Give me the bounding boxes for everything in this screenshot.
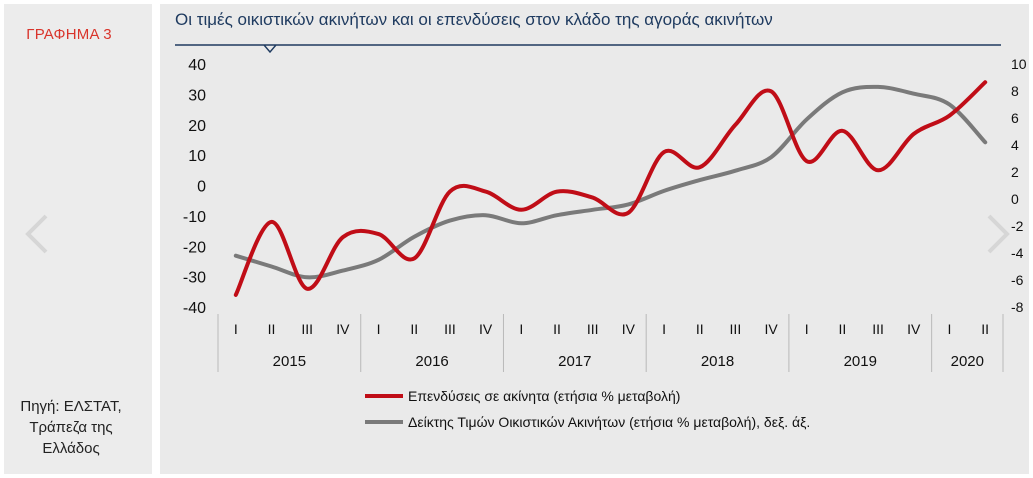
title-underline	[175, 44, 1001, 54]
x-tick-label: III	[872, 321, 884, 337]
x-tick-label: I	[377, 321, 381, 337]
x-tick-label: III	[730, 321, 742, 337]
x-tick-label: II	[268, 321, 276, 337]
y-left-tick-label: 20	[188, 118, 206, 135]
x-year-label: 2018	[701, 353, 734, 370]
x-tick-label: I	[519, 321, 523, 337]
x-tick-label: I	[948, 321, 952, 337]
x-tick-label: II	[410, 321, 418, 337]
x-tick-label: II	[839, 321, 847, 337]
y-left-tick-label: -40	[183, 300, 206, 317]
x-tick-label: IV	[336, 321, 350, 337]
x-tick-label: II	[981, 321, 989, 337]
figure-sidebar: ΓΡΑΦΗΜΑ 3 Πηγή: ΕΛΣΤΑΤ, Τράπεζα της Ελλά…	[4, 4, 152, 474]
y-right-tick-label: -2	[1011, 218, 1024, 234]
x-tick-label: I	[805, 321, 809, 337]
x-tick-label: III	[444, 321, 456, 337]
x-tick-label: I	[662, 321, 666, 337]
x-year-label: 2019	[844, 353, 877, 370]
y-left-tick-label: 30	[188, 87, 206, 104]
source-line: Τράπεζα της	[29, 419, 113, 436]
chart-title: Οι τιμές οικιστικών ακινήτων και οι επεν…	[175, 10, 773, 29]
x-tick-label: II	[696, 321, 704, 337]
source-line: Πηγή: ΕΛΣΤΑΤ,	[20, 398, 122, 415]
chart-panel: Οι τιμές οικιστικών ακινήτων και οι επεν…	[160, 4, 1029, 474]
x-tick-label: IV	[764, 321, 778, 337]
x-tick-label: IV	[479, 321, 493, 337]
y-right-tick-label: -8	[1011, 299, 1024, 315]
y-left-tick-label: 10	[188, 148, 206, 165]
x-tick-label: I	[234, 321, 238, 337]
y-right-tick-label: 8	[1011, 83, 1019, 99]
source-note: Πηγή: ΕΛΣΤΑΤ, Τράπεζα της Ελλάδος	[4, 396, 138, 459]
x-tick-label: II	[553, 321, 561, 337]
source-line: Ελλάδος	[42, 440, 100, 457]
x-year-label: 2017	[558, 353, 591, 370]
prev-slide-button[interactable]	[22, 212, 52, 256]
chevron-left-icon	[25, 214, 48, 254]
series-line-investment	[233, 80, 988, 297]
y-left-tick-label: 40	[188, 57, 206, 74]
y-right-tick-label: 2	[1011, 164, 1019, 180]
y-right-tick-label: 6	[1011, 110, 1019, 126]
y-left-tick-label: -30	[183, 270, 206, 287]
next-slide-button[interactable]	[983, 212, 1013, 256]
y-right-tick-label: -6	[1011, 272, 1024, 288]
x-tick-label: IV	[622, 321, 636, 337]
chevron-right-icon	[987, 214, 1010, 254]
series-line-price-index	[233, 84, 988, 280]
y-left-tick-label: -10	[183, 209, 206, 226]
y-right-tick-label: 10	[1011, 56, 1027, 72]
x-tick-label: IV	[907, 321, 921, 337]
legend-label: Δείκτης Τιμών Οικιστικών Ακινήτων (ετήσι…	[408, 414, 810, 430]
y-right-tick-label: 4	[1011, 137, 1019, 153]
figure-label: ΓΡΑΦΗΜΑ 3	[26, 26, 112, 43]
y-left-tick-label: 0	[197, 179, 206, 196]
x-year-label: 2020	[951, 353, 984, 370]
x-year-label: 2015	[273, 353, 306, 370]
y-left-tick-label: -20	[183, 239, 206, 256]
x-tick-label: III	[301, 321, 313, 337]
legend-label: Επενδύσεις σε ακίνητα (ετήσια % μεταβολή…	[408, 388, 680, 404]
x-year-label: 2016	[415, 353, 448, 370]
y-right-tick-label: 0	[1011, 191, 1019, 207]
y-right-tick-label: -4	[1011, 245, 1024, 261]
x-tick-label: III	[587, 321, 599, 337]
